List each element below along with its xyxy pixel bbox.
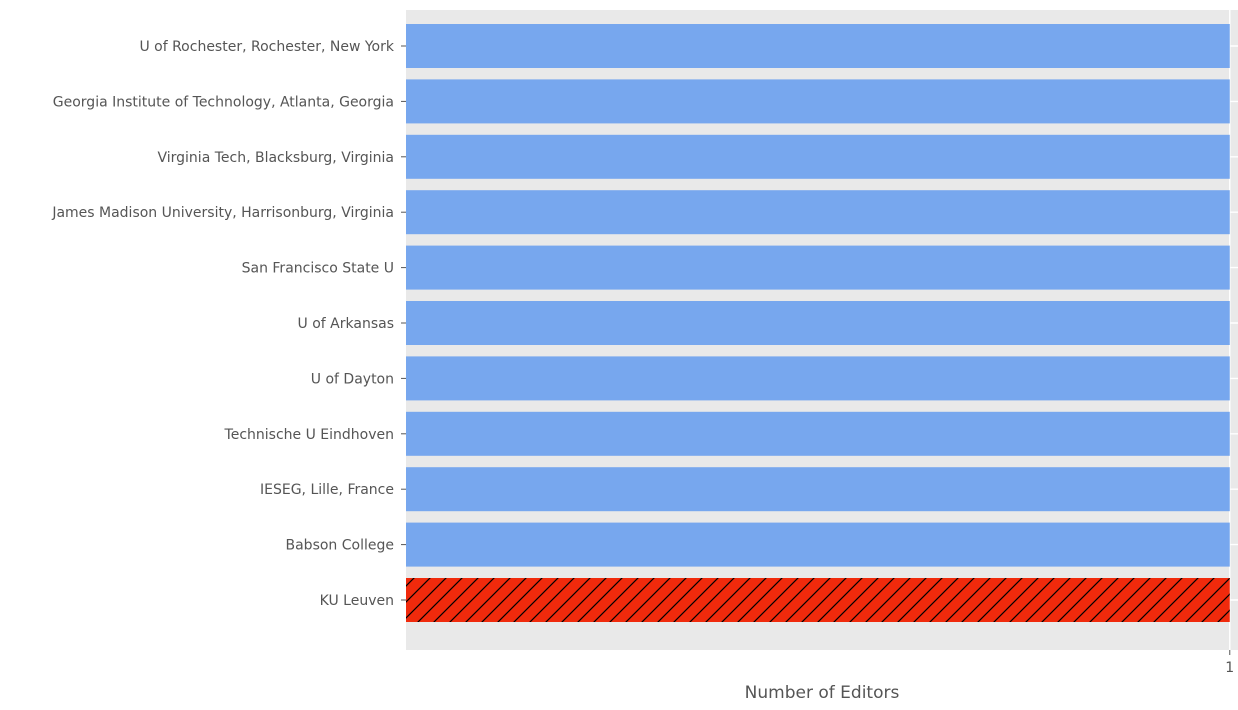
bar: [406, 134, 1230, 179]
y-tick-label: KU Leuven: [320, 593, 394, 609]
y-tick-label: Technische U Eindhoven: [224, 427, 394, 443]
bars: [406, 24, 1230, 622]
bar: [406, 301, 1230, 345]
bar: [406, 467, 1230, 512]
x-axis-label: Number of Editors: [745, 683, 900, 703]
x-axis-ticks: 1: [1225, 650, 1234, 676]
bar: [406, 411, 1230, 456]
bar: [406, 245, 1230, 290]
bar: [406, 522, 1230, 567]
bar: [406, 24, 1230, 68]
y-tick-label: U of Dayton: [311, 371, 394, 387]
y-tick-label: James Madison University, Harrisonburg, …: [51, 205, 394, 221]
y-tick-label: Georgia Institute of Technology, Atlanta…: [53, 94, 394, 110]
bar-hatch: [406, 578, 1230, 622]
y-tick-label: Virginia Tech, Blacksburg, Virginia: [157, 150, 394, 166]
bar: [406, 190, 1230, 235]
bar: [406, 356, 1230, 401]
y-tick-label: San Francisco State U: [242, 261, 394, 277]
y-axis-ticks: U of Rochester, Rochester, New York Georg…: [51, 39, 406, 609]
bar: [406, 79, 1230, 124]
x-tick-label: 1: [1225, 660, 1234, 676]
y-tick-label: U of Rochester, Rochester, New York: [139, 39, 394, 55]
y-tick-label: U of Arkansas: [298, 316, 394, 332]
y-tick-label: Babson College: [286, 538, 395, 554]
y-tick-label: IESEG, Lille, France: [260, 482, 394, 498]
